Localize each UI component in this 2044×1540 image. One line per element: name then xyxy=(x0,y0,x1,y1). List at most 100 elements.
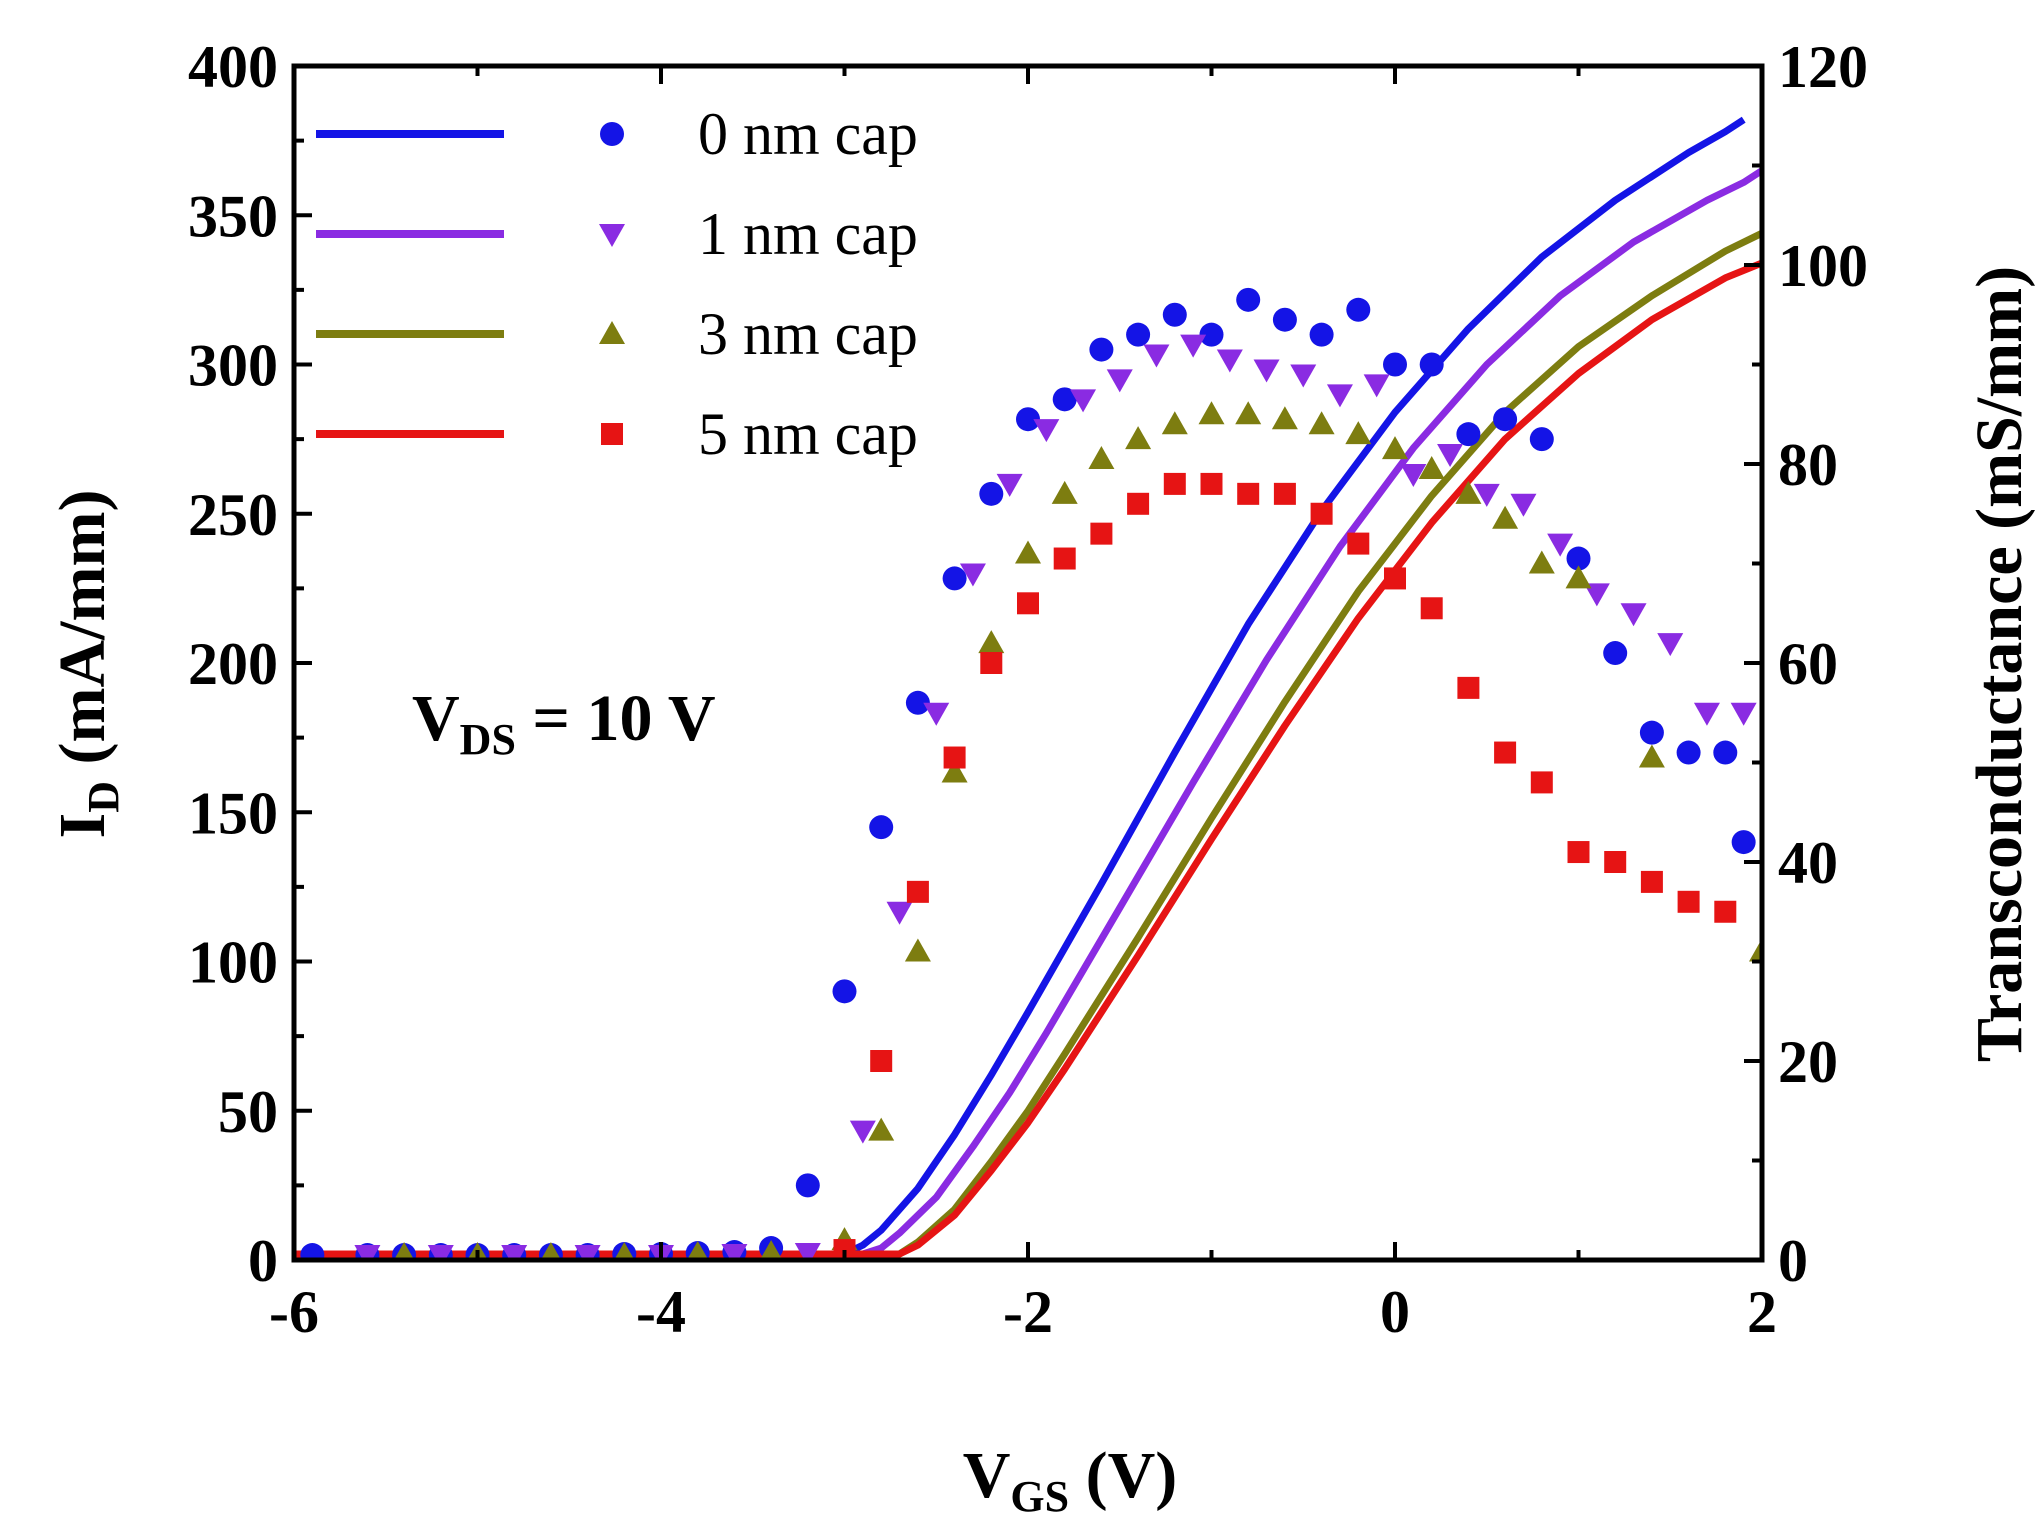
gm-point xyxy=(1106,369,1133,393)
gm-point xyxy=(869,815,894,840)
gm-point xyxy=(1713,740,1738,765)
gm-point xyxy=(1347,532,1370,555)
gm-point xyxy=(686,1241,709,1260)
gm-point xyxy=(1125,426,1152,450)
legend-marker xyxy=(600,122,624,146)
gm-point xyxy=(1400,463,1427,487)
gm-point xyxy=(904,938,931,962)
gm-point xyxy=(1730,702,1757,726)
y-left-tick-label: 0 xyxy=(248,1228,278,1294)
gm-point xyxy=(1237,482,1260,505)
gm-point xyxy=(1200,472,1223,495)
gm-point xyxy=(923,702,950,726)
vds-annotation-subscript: DS xyxy=(460,715,516,764)
gm-point xyxy=(1456,422,1481,447)
legend-item-3: 5 nm cap xyxy=(316,401,918,467)
y-left-tick-label: 100 xyxy=(188,930,278,996)
gm-point xyxy=(540,1242,562,1260)
gm-point xyxy=(1126,322,1151,347)
gm-point xyxy=(1070,389,1097,413)
legend-item-0: 0 nm cap xyxy=(316,101,918,167)
legend-marker xyxy=(601,423,623,445)
legend-label: 0 nm cap xyxy=(698,101,918,167)
id-curve-series-0 xyxy=(294,116,1746,1258)
y-right-tick-label: 20 xyxy=(1778,1029,1838,1095)
gm-point xyxy=(1016,407,1040,432)
y-axis-right-title: Transconductance (mS/mm) xyxy=(1963,266,2036,1062)
gm-point xyxy=(1419,352,1444,377)
gm-point xyxy=(1198,401,1225,425)
gm-point xyxy=(427,1245,454,1260)
gm-point xyxy=(1528,550,1555,574)
gm-point xyxy=(905,690,930,715)
y-left-tick-label: 400 xyxy=(188,34,278,100)
gm-point xyxy=(1310,502,1333,525)
gm-point xyxy=(1657,633,1684,657)
x-tick-label: 0 xyxy=(1380,1279,1410,1345)
gm-point xyxy=(849,1120,876,1144)
gm-point xyxy=(1033,419,1060,443)
gm-point xyxy=(1216,349,1243,373)
gm-point xyxy=(1639,720,1664,745)
id-curve-series-2 xyxy=(294,230,1762,1258)
gm-point xyxy=(614,1242,635,1260)
gm-point xyxy=(832,979,857,1004)
gm-point xyxy=(1530,771,1553,794)
y-left-tick-label: 200 xyxy=(188,631,278,697)
gm-point xyxy=(1676,740,1701,765)
gm-point xyxy=(1567,841,1590,864)
gm-points-series-2 xyxy=(393,401,1762,1260)
plot-content xyxy=(294,116,1762,1260)
y-axis-left-title: ID (mA/mm) xyxy=(46,490,128,839)
gm-point xyxy=(354,1245,381,1260)
vds-annotation: VDS = 10 V xyxy=(412,682,716,764)
y-right-tick-label: 80 xyxy=(1778,432,1838,498)
id-curve-series-1 xyxy=(294,167,1762,1258)
gm-point xyxy=(1566,546,1591,571)
gm-point xyxy=(870,1050,893,1072)
x-axis-title-subscript: GS xyxy=(1010,1472,1069,1521)
x-axis-title: VGS (V) xyxy=(963,1439,1178,1521)
y-right-tick-label: 120 xyxy=(1778,34,1868,100)
y-right-tick-label: 40 xyxy=(1778,830,1838,896)
legend-item-2: 3 nm cap xyxy=(316,301,918,367)
gm-point xyxy=(1493,407,1518,432)
gm-point xyxy=(1326,384,1353,408)
y-left-tick-label: 50 xyxy=(218,1079,278,1145)
legend: 0 nm cap 1 nm cap 3 nm cap 5 nm cap xyxy=(316,101,918,467)
gm-point xyxy=(574,1245,601,1260)
gm-point xyxy=(1271,406,1298,430)
gm-point xyxy=(1714,900,1737,923)
y-left-tick-label: 150 xyxy=(188,780,278,846)
gm-point xyxy=(1162,302,1187,327)
legend-label: 1 nm cap xyxy=(698,201,918,267)
gm-point xyxy=(300,1243,325,1260)
gm-point xyxy=(943,746,966,769)
gm-point xyxy=(906,880,929,903)
y-right-tick-label: 100 xyxy=(1778,233,1868,299)
gm-point xyxy=(1051,480,1078,504)
gm-point xyxy=(1620,603,1647,627)
gm-point xyxy=(1290,364,1317,388)
plot-frame xyxy=(291,63,1765,1263)
id-curve-series-3 xyxy=(294,259,1762,1258)
gm-point xyxy=(1382,436,1408,460)
gm-point xyxy=(1345,421,1372,445)
gm-point xyxy=(1272,307,1297,332)
gm-point xyxy=(1363,374,1390,398)
gm-point xyxy=(1603,641,1628,666)
y-right-tick-label: 0 xyxy=(1778,1228,1808,1294)
gm-point xyxy=(1253,359,1280,383)
gm-point xyxy=(1089,337,1114,362)
gm-point xyxy=(1088,446,1115,470)
gm-point xyxy=(794,1243,821,1260)
gm-point xyxy=(1749,938,1762,962)
gm-point xyxy=(1143,344,1170,368)
gm-point xyxy=(1053,547,1076,570)
gm-point xyxy=(1547,533,1574,557)
gm-point xyxy=(393,1242,415,1260)
gm-point xyxy=(1235,401,1262,425)
gm-point xyxy=(996,473,1023,497)
y-left-tick-label: 350 xyxy=(188,183,278,249)
